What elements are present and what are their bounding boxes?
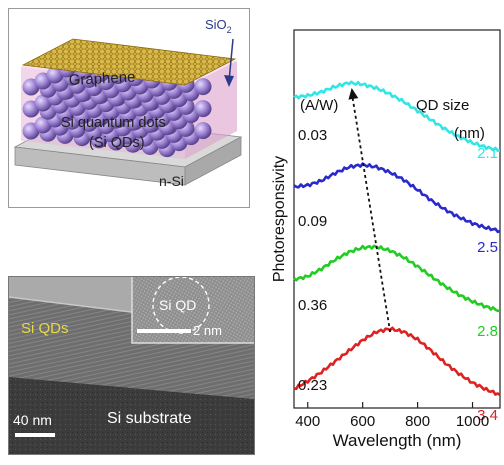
sio2-pointer-arrow xyxy=(228,38,234,82)
y-axis-label: Photoresponsivity xyxy=(271,156,288,282)
qd-label-line2: (Si QDs) xyxy=(89,135,145,151)
si-qds-label: Si QDs xyxy=(21,320,69,337)
device-schematic: Graphene Si quantum dots (Si QDs) n-Si S… xyxy=(8,8,250,208)
responsivity-label: 0.03 xyxy=(298,127,327,144)
x-tick-label: 800 xyxy=(405,413,430,430)
main-scale-label: 40 nm xyxy=(13,412,52,428)
substrate-region xyxy=(9,377,254,454)
size-header-line2: (nm) xyxy=(454,125,485,142)
qd-size-label: 2.8 xyxy=(477,323,498,340)
series-line-2.1 xyxy=(293,80,501,152)
inset-scale-bar xyxy=(137,329,191,333)
responsivity-label: 0.36 xyxy=(298,297,327,314)
x-tick-label: 400 xyxy=(295,413,320,430)
sio2-pointer-arrowhead xyxy=(224,75,234,87)
inset-scale-label: 2 nm xyxy=(193,323,222,338)
device-schematic-drawing: Graphene Si quantum dots (Si QDs) n-Si S… xyxy=(13,17,243,189)
size-header-line1: QD size xyxy=(416,97,469,114)
substrate-label: Si substrate xyxy=(107,410,192,427)
series-line-2.5 xyxy=(293,162,501,234)
tem-image-drawing: Si QDs Si substrate 40 nm Si QD 2 nm xyxy=(9,277,254,454)
inset-label: Si QD xyxy=(159,297,196,313)
series-line-2.8 xyxy=(293,244,501,313)
tem-inset: Si QD 2 nm xyxy=(131,277,254,344)
sio2-label: SiO2 xyxy=(205,17,232,35)
n-si-label: n-Si xyxy=(159,173,184,189)
responsivity-label: 0.09 xyxy=(298,213,327,230)
qd-label-line1: Si quantum dots xyxy=(61,115,166,131)
tem-image: Si QDs Si substrate 40 nm Si QD 2 nm xyxy=(8,276,255,455)
y-unit-label: (A/W) xyxy=(300,97,338,114)
qd-size-label: 2.5 xyxy=(477,239,498,256)
main-scale-bar xyxy=(15,433,55,437)
graphene-label: Graphene xyxy=(68,69,136,89)
series-line-3.4 xyxy=(293,326,501,397)
responsivity-label: 0.23 xyxy=(298,377,327,394)
chart-svg: 2.1 2.5 0.03 2.8 0.09 3.4 0.36 0.23 400 600 800 10… xyxy=(271,29,501,450)
photoresponsivity-chart: 2.1 2.5 0.03 2.8 0.09 3.4 0.36 0.23 400 600 800 10… xyxy=(258,0,504,460)
x-tick-label: 600 xyxy=(350,413,375,430)
qd-sphere xyxy=(194,122,212,140)
peak-shift-arrow xyxy=(350,91,392,333)
qd-size-label: 3.4 xyxy=(477,407,498,424)
qd-size-label: 2.1 xyxy=(477,145,498,162)
qd-sphere xyxy=(194,100,212,118)
x-tick-label: 1000 xyxy=(456,413,489,430)
qd-sphere xyxy=(194,78,212,96)
x-axis-label: Wavelength (nm) xyxy=(333,431,462,450)
peak-shift-arrowhead xyxy=(348,88,359,100)
